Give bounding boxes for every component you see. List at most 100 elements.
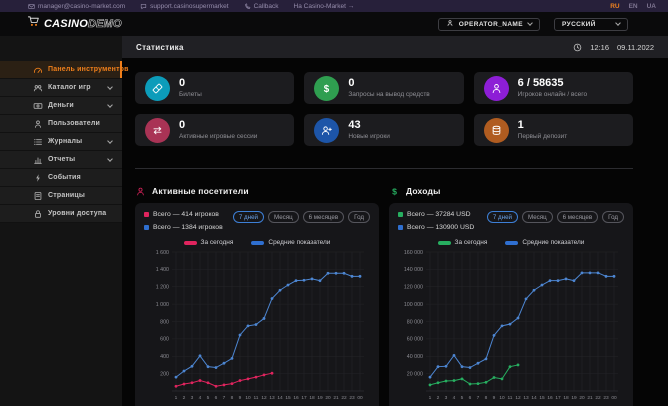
- chart-title: Активные посетители: [152, 186, 249, 196]
- svg-text:17: 17: [555, 395, 561, 401]
- sidebar: Панель инструментов Каталог игр Деньги Поль…: [0, 36, 128, 406]
- sidebar-item[interactable]: Журналы: [0, 133, 122, 151]
- svg-text:21: 21: [333, 395, 339, 401]
- sidebar-item[interactable]: Пользователи: [0, 115, 122, 133]
- layout: Панель инструментов Каталог игр Деньги Поль…: [0, 36, 668, 406]
- svg-text:6: 6: [215, 395, 218, 401]
- sidebar-item[interactable]: Панель инструментов: [0, 61, 128, 79]
- range-button[interactable]: 7 дней: [486, 211, 518, 223]
- svg-text:1 000: 1 000: [156, 302, 169, 308]
- sidebar-item[interactable]: Уровни доступа: [0, 205, 122, 223]
- svg-text:22: 22: [595, 395, 601, 401]
- range-button[interactable]: Год: [602, 211, 624, 223]
- svg-text:10: 10: [499, 395, 505, 401]
- new-player-icon: [314, 117, 340, 143]
- sidebar-item-label: Деньги: [48, 102, 74, 109]
- main-area: Статистика 12:16 09.11.2022 0 Билеты $0 Зап…: [122, 36, 668, 406]
- dashboard-icon: [33, 65, 43, 75]
- stat-card-text: 6 / 58635 Игроков онлайн / всего: [518, 78, 587, 98]
- chevron-down-icon: [107, 155, 113, 162]
- svg-text:1: 1: [429, 395, 432, 401]
- sidebar-menu: Панель инструментов Каталог игр Деньги Поль…: [0, 61, 128, 223]
- sidebar-item[interactable]: Отчеты: [0, 151, 122, 169]
- pages-icon: [33, 191, 43, 201]
- svg-text:18: 18: [563, 395, 569, 401]
- mail-icon: [28, 3, 35, 10]
- access-icon: [33, 209, 43, 219]
- legend-label: Всего — 414 игроков: [153, 211, 219, 218]
- sidebar-item[interactable]: Каталог игр: [0, 79, 122, 97]
- phone-icon: [244, 2, 251, 10]
- lang-ru[interactable]: RU: [610, 2, 620, 10]
- svg-text:16: 16: [547, 395, 553, 401]
- operator-dropdown[interactable]: OPERATOR_NAME: [437, 17, 540, 31]
- chat-icon: [140, 3, 147, 10]
- svg-text:14: 14: [531, 395, 537, 401]
- range-button[interactable]: Месяц: [521, 211, 553, 223]
- sidebar-item[interactable]: События: [0, 169, 122, 187]
- legend-row: Всего — 1384 игроков: [144, 224, 223, 231]
- lang-ua[interactable]: UA: [646, 2, 656, 10]
- range-button[interactable]: Год: [348, 211, 370, 223]
- logo-text: CASINODEMO: [44, 18, 122, 31]
- range-button[interactable]: 6 месяцев: [302, 211, 345, 223]
- svg-text:5: 5: [461, 395, 464, 401]
- svg-text:20: 20: [579, 395, 585, 401]
- svg-text:60 000: 60 000: [407, 337, 423, 343]
- sessions-icon: [145, 117, 170, 143]
- svg-text:1 200: 1 200: [156, 285, 169, 291]
- svg-text:6: 6: [469, 395, 472, 401]
- svg-text:15: 15: [539, 395, 545, 401]
- stat-card: 1 Первый депозит: [473, 114, 633, 146]
- sidebar-item-label: Уровни доступа: [48, 210, 107, 217]
- casino-market-link[interactable]: На Casino-Market →: [294, 3, 355, 10]
- legend-marker: [144, 225, 149, 230]
- language-dropdown[interactable]: РУССКИЙ: [554, 17, 628, 31]
- svg-text:17: 17: [301, 395, 307, 401]
- svg-text:3: 3: [191, 395, 194, 401]
- series-legend-marker: [251, 240, 265, 245]
- stat-card-text: 0 Билеты: [179, 78, 202, 98]
- svg-text:15: 15: [285, 395, 291, 401]
- person-icon: [446, 19, 454, 29]
- svg-text:18: 18: [309, 395, 315, 401]
- stat-label: Первый депозит: [517, 132, 568, 140]
- content: 0 Билеты $0 Запросы на вывод средств 6 / 586…: [122, 58, 668, 406]
- money-icon: [33, 101, 43, 111]
- svg-text:140 000: 140 000: [404, 267, 423, 273]
- svg-text:600: 600: [160, 337, 169, 343]
- sidebar-item[interactable]: Деньги: [0, 97, 122, 115]
- events-icon: [33, 173, 43, 183]
- svg-text:80 000: 80 000: [407, 319, 423, 325]
- sidebar-item[interactable]: Страницы: [0, 187, 122, 205]
- chart-totals-legend: Всего — 37284 USD Всего — 130900 USD: [398, 211, 474, 237]
- manager-email-link[interactable]: manager@casino-market.com: [28, 3, 125, 10]
- sidebar-item-label: Каталог игр: [48, 84, 91, 91]
- svg-text:13: 13: [269, 395, 275, 401]
- range-button[interactable]: 7 дней: [232, 211, 264, 223]
- logo[interactable]: CASINODEMO: [27, 15, 122, 33]
- plot-area: 20 000 40 000 60 000 80 000 100 000 120 000 14…: [398, 249, 624, 406]
- series-legend-label: Средние показатели: [522, 239, 585, 246]
- language-switcher: RU EN UA: [610, 3, 656, 10]
- chevron-down-icon: [527, 20, 533, 26]
- lang-en[interactable]: EN: [628, 2, 638, 10]
- svg-text:7: 7: [477, 395, 480, 401]
- legend-label: Всего — 37284 USD: [407, 211, 471, 218]
- range-button[interactable]: Месяц: [267, 211, 299, 223]
- callback-link[interactable]: Callback: [244, 3, 279, 10]
- svg-text:19: 19: [317, 395, 323, 401]
- operator-name: OPERATOR_NAME: [458, 20, 523, 28]
- stat-card: 0 Билеты: [135, 72, 295, 104]
- series-legend-marker: [183, 240, 197, 245]
- legend-row: Всего — 414 игроков: [144, 211, 223, 218]
- legend-marker: [144, 212, 149, 217]
- range-button[interactable]: 6 месяцев: [556, 211, 599, 223]
- current-date: 09.11.2022: [617, 42, 654, 52]
- callback-text: Callback: [253, 2, 279, 10]
- user-icon: [33, 119, 43, 129]
- support-link[interactable]: support.casinosupermarket: [140, 3, 229, 10]
- chart-card-top: Всего — 37284 USD Всего — 130900 USD 7 дне…: [398, 211, 624, 237]
